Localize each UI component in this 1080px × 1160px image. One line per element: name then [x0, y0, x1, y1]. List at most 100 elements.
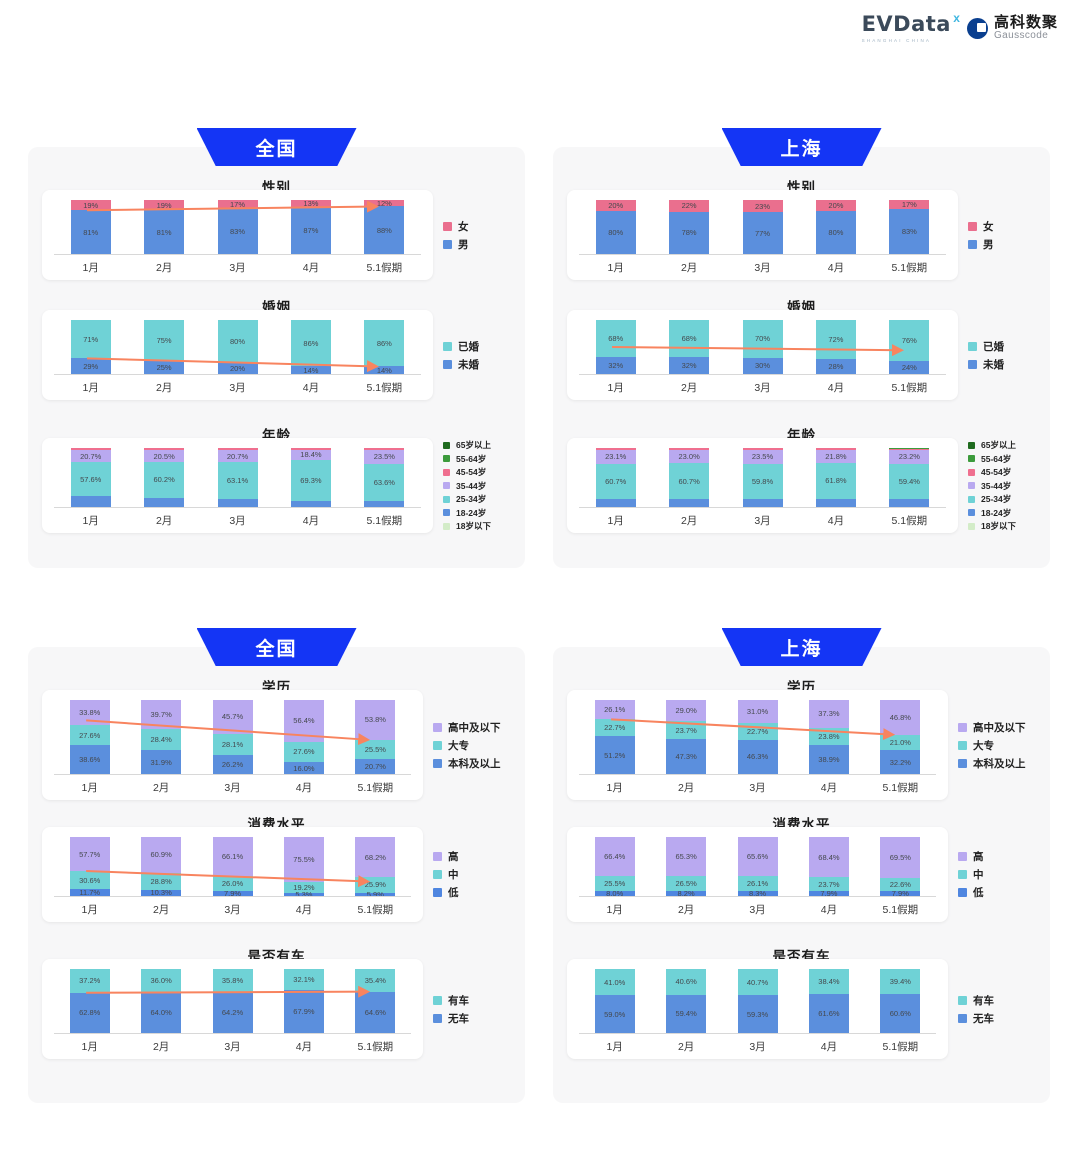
stacked-bar[interactable]: 72% 28%	[815, 320, 856, 374]
stacked-bar[interactable]: 23.2% 59.4%	[889, 448, 930, 507]
legend-item[interactable]: 55-64岁	[968, 453, 1038, 465]
legend-item[interactable]: 低	[958, 885, 1038, 900]
stacked-bar[interactable]: 37.3% 23.8% 38.9%	[808, 700, 849, 774]
legend-item[interactable]: 大专	[958, 738, 1038, 753]
legend-item[interactable]: 男	[443, 237, 513, 252]
legend-item[interactable]: 18-24岁	[443, 507, 513, 519]
legend-item[interactable]: 45-54岁	[443, 466, 513, 478]
legend-item[interactable]: 已婚	[443, 339, 513, 354]
legend-item[interactable]: 女	[443, 219, 513, 234]
legend-item[interactable]: 无车	[433, 1011, 513, 1026]
stacked-bar[interactable]: 23.0% 60.7%	[669, 448, 710, 507]
stacked-bar[interactable]: 18.4% 69.3%	[290, 448, 331, 507]
stacked-bar[interactable]: 20.7% 57.6%	[70, 448, 111, 507]
stacked-bar[interactable]: 19% 81%	[70, 200, 111, 254]
legend-item[interactable]: 女	[968, 219, 1038, 234]
stacked-bar[interactable]: 68% 32%	[669, 320, 710, 374]
legend-item[interactable]: 有车	[433, 993, 513, 1008]
stacked-bar[interactable]: 23% 77%	[742, 200, 783, 254]
stacked-bar[interactable]: 23.5% 63.6%	[364, 448, 405, 507]
legend-item[interactable]: 45-54岁	[968, 466, 1038, 478]
stacked-bar[interactable]: 69.5% 22.6% 7.9%	[880, 837, 921, 898]
stacked-bar[interactable]: 13% 87%	[290, 199, 331, 254]
legend-item[interactable]: 55-64岁	[443, 453, 513, 465]
legend-item[interactable]: 中	[433, 867, 513, 882]
legend-item[interactable]: 65岁以上	[968, 439, 1038, 451]
stacked-bar[interactable]: 80% 20%	[217, 320, 258, 374]
stacked-bar[interactable]: 20.7% 63.1%	[217, 448, 258, 507]
legend-item[interactable]: 未婚	[968, 357, 1038, 372]
legend-item[interactable]: 无车	[958, 1011, 1038, 1026]
stacked-bar[interactable]: 68.2% 25.9% 5.9%	[355, 837, 396, 899]
legend-item[interactable]: 25-34岁	[968, 493, 1038, 505]
legend-item[interactable]: 有车	[958, 993, 1038, 1008]
stacked-bar[interactable]: 40.6% 59.4%	[666, 969, 707, 1033]
stacked-bar[interactable]: 36.0% 64.0%	[141, 969, 182, 1033]
stacked-bar[interactable]: 38.4% 61.6%	[808, 969, 849, 1033]
legend-item[interactable]: 高	[433, 849, 513, 864]
stacked-bar[interactable]: 29.0% 23.7% 47.3%	[666, 700, 707, 774]
legend-item[interactable]: 35-44岁	[968, 480, 1038, 492]
legend-item[interactable]: 大专	[433, 738, 513, 753]
stacked-bar[interactable]: 20% 80%	[595, 200, 636, 254]
legend-item[interactable]: 未婚	[443, 357, 513, 372]
stacked-bar[interactable]: 68% 32%	[595, 320, 636, 374]
legend-item[interactable]: 高	[958, 849, 1038, 864]
stacked-bar[interactable]: 17% 83%	[217, 200, 258, 254]
legend-item[interactable]: 男	[968, 237, 1038, 252]
legend-item[interactable]: 35-44岁	[443, 480, 513, 492]
legend-item[interactable]: 65岁以上	[443, 439, 513, 451]
stacked-bar[interactable]: 75.5% 19.2% 5.3%	[283, 837, 324, 899]
stacked-bar[interactable]: 56.4% 27.6% 16.0%	[283, 700, 324, 774]
stacked-bar[interactable]: 68.4% 23.7% 7.9%	[808, 837, 849, 898]
stacked-bar[interactable]: 70% 30%	[742, 320, 783, 374]
stacked-bar[interactable]: 76% 24%	[889, 320, 930, 374]
legend-item[interactable]: 18岁以下	[443, 520, 513, 532]
stacked-bar[interactable]: 33.8% 27.6% 38.6%	[69, 700, 110, 774]
stacked-bar[interactable]: 19% 81%	[144, 200, 185, 254]
legend-item[interactable]: 25-34岁	[443, 493, 513, 505]
stacked-bar[interactable]: 20% 80%	[815, 200, 856, 254]
stacked-bar[interactable]: 39.4% 60.6%	[880, 969, 921, 1033]
stacked-bar[interactable]: 26.1% 22.7% 51.2%	[594, 700, 635, 774]
stacked-bar[interactable]: 17% 83%	[889, 200, 930, 254]
legend-item[interactable]: 18岁以下	[968, 520, 1038, 532]
stacked-bar[interactable]: 86% 14%	[364, 320, 405, 375]
stacked-bar[interactable]: 60.9% 28.8% 10.3%	[141, 837, 182, 897]
stacked-bar[interactable]: 12% 88%	[364, 199, 405, 254]
stacked-bar[interactable]: 35.4% 64.6%	[355, 969, 396, 1033]
stacked-bar[interactable]: 71% 29%	[70, 320, 111, 374]
stacked-bar[interactable]: 35.8% 64.2%	[212, 969, 253, 1033]
stacked-bar[interactable]: 20.5% 60.2%	[144, 448, 185, 507]
legend-swatch-icon	[968, 221, 977, 231]
stacked-bar[interactable]: 53.8% 25.5% 20.7%	[355, 700, 396, 774]
legend-item[interactable]: 本科及以上	[958, 756, 1038, 771]
stacked-bar[interactable]: 32.1% 67.9%	[283, 969, 324, 1033]
stacked-bar[interactable]: 21.8% 61.8%	[815, 448, 856, 507]
stacked-bar[interactable]: 65.3% 26.5% 8.2%	[666, 837, 707, 898]
legend-item[interactable]: 低	[433, 885, 513, 900]
stacked-bar[interactable]: 23.5% 59.8%	[742, 448, 783, 507]
bar-column: 75.5% 19.2% 5.3%	[268, 837, 339, 899]
legend-item[interactable]: 本科及以上	[433, 756, 513, 771]
legend-item[interactable]: 高中及以下	[958, 720, 1038, 735]
stacked-bar[interactable]: 40.7% 59.3%	[737, 969, 778, 1033]
legend-item[interactable]: 18-24岁	[968, 507, 1038, 519]
stacked-bar[interactable]: 66.1% 26.0% 7.9%	[212, 837, 253, 898]
stacked-bar[interactable]: 37.2% 62.8%	[69, 969, 110, 1033]
stacked-bar[interactable]: 41.0% 59.0%	[594, 969, 635, 1033]
stacked-bar[interactable]: 65.6% 26.1% 8.3%	[737, 837, 778, 898]
stacked-bar[interactable]: 75% 25%	[144, 320, 185, 374]
stacked-bar[interactable]: 86% 14%	[290, 320, 331, 375]
stacked-bar[interactable]: 31.0% 22.7% 46.3%	[737, 700, 778, 774]
legend-item[interactable]: 中	[958, 867, 1038, 882]
stacked-bar[interactable]: 46.8% 21.0% 32.2%	[880, 700, 921, 774]
stacked-bar[interactable]: 23.1% 60.7%	[595, 448, 636, 507]
legend-item[interactable]: 已婚	[968, 339, 1038, 354]
stacked-bar[interactable]: 22% 78%	[669, 200, 710, 254]
legend-item[interactable]: 高中及以下	[433, 720, 513, 735]
stacked-bar[interactable]: 66.4% 25.5% 8.0%	[594, 837, 635, 898]
stacked-bar[interactable]: 57.7% 30.6% 11.7%	[69, 837, 110, 897]
stacked-bar[interactable]: 39.7% 28.4% 31.9%	[141, 700, 182, 774]
stacked-bar[interactable]: 45.7% 28.1% 26.2%	[212, 700, 253, 774]
